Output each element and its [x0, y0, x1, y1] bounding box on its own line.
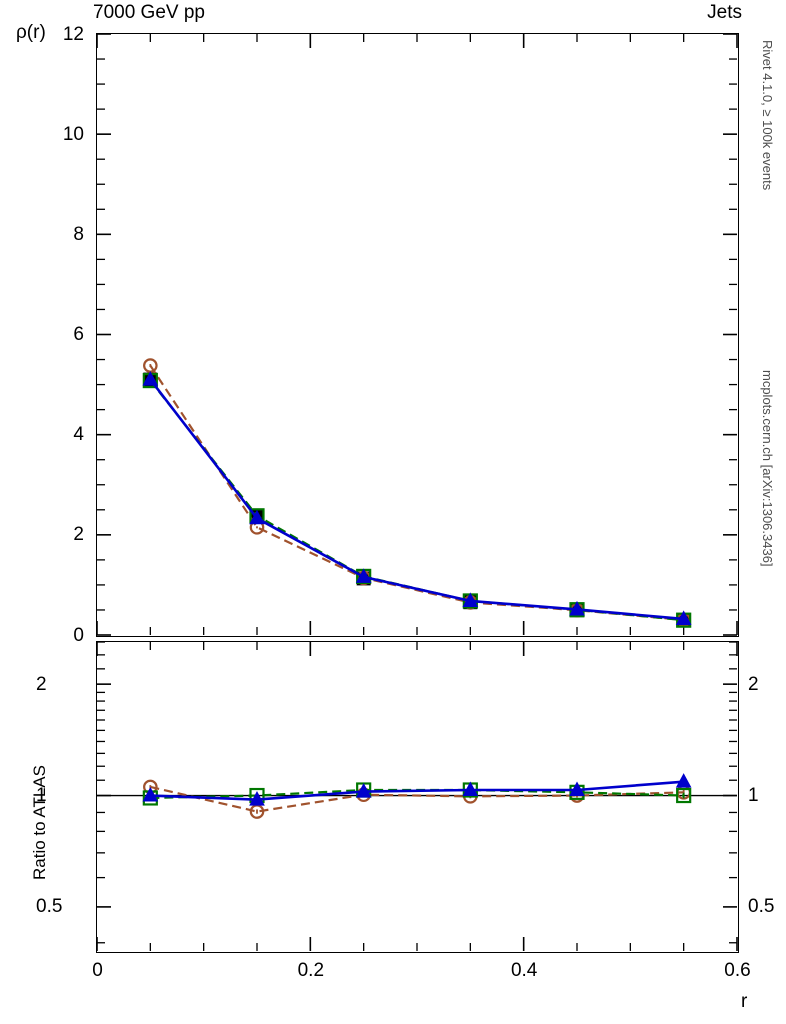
ratio-herwig-7-1-3-default-marker: [676, 787, 692, 804]
y-tick-label-ratio: 1: [36, 785, 47, 807]
x-tick-label: 0.4: [510, 960, 538, 981]
x-tick-label: 0: [92, 960, 103, 981]
main-plot-panel: [96, 33, 739, 637]
y-tick-label-ratio: 2: [36, 673, 47, 695]
main-pythia-8-315-default-marker: [675, 610, 692, 625]
ratio-pythia-8-315-default-marker: [249, 791, 265, 806]
y-tick-label-main: 6: [73, 324, 84, 345]
main-pythia-8-315-default-marker: [249, 509, 265, 525]
x-tick-label: 0.2: [297, 960, 325, 981]
main-pythia-8-315-default-line: [149, 378, 684, 621]
y-tick-label-ratio-right: 2: [748, 673, 759, 695]
y-tick-label-main: 8: [73, 223, 84, 245]
x-tick-label: 0.6: [724, 960, 751, 981]
y-axis-label-main: ρ(r): [16, 22, 46, 43]
main-herwig-7-1-3-default-line: [149, 379, 684, 622]
y-tick-label-main: 4: [73, 424, 84, 446]
main-herwig-2-7-1-default-line: [149, 364, 684, 622]
ratio-pythia-8-315-default-marker: [355, 783, 372, 798]
y-tick-label-main: 2: [73, 524, 84, 546]
y-tick-label-main: 0: [73, 624, 84, 646]
y-tick-label-main: 12: [62, 23, 84, 45]
x-axis-label: r: [741, 991, 748, 1012]
y-axis-label-ratio: Ratio to ATLAS: [30, 765, 49, 880]
ratio-pythia-8-315-default-line: [150, 780, 684, 801]
ratio-pythia-8-315-default-marker: [569, 781, 585, 797]
main-pythia-8-315-default-marker: [142, 371, 159, 386]
rivet-version-caption: Rivet 4.1.0, ≥ 100k events: [760, 40, 775, 191]
y-tick-label-ratio-right: 1: [748, 785, 759, 807]
mcplots-reference-caption: mcplots.cern.ch [arXiv:1306.3436]: [760, 370, 775, 567]
ratio-pythia-8-315-default-marker: [142, 786, 159, 802]
beam-energy-label: 7000 GeV pp: [93, 2, 205, 23]
analysis-category-label: Jets: [707, 2, 742, 23]
main-pythia-8-315-default-marker: [569, 600, 585, 616]
y-tick-label-ratio: 0.5: [36, 896, 63, 918]
ratio-pythia-8-315-default-marker: [462, 781, 479, 797]
y-tick-label-ratio-right: 0.5: [748, 896, 775, 918]
ratio-herwig-2-7-1-default-line: [150, 785, 684, 813]
main-pythia-8-315-default-marker: [462, 592, 479, 607]
ratio-pythia-8-315-default-marker: [675, 773, 692, 788]
main-pythia-8-315-default-marker: [355, 568, 372, 583]
ratio-plot-panel: [96, 641, 739, 953]
y-tick-label-main: 10: [62, 123, 84, 145]
